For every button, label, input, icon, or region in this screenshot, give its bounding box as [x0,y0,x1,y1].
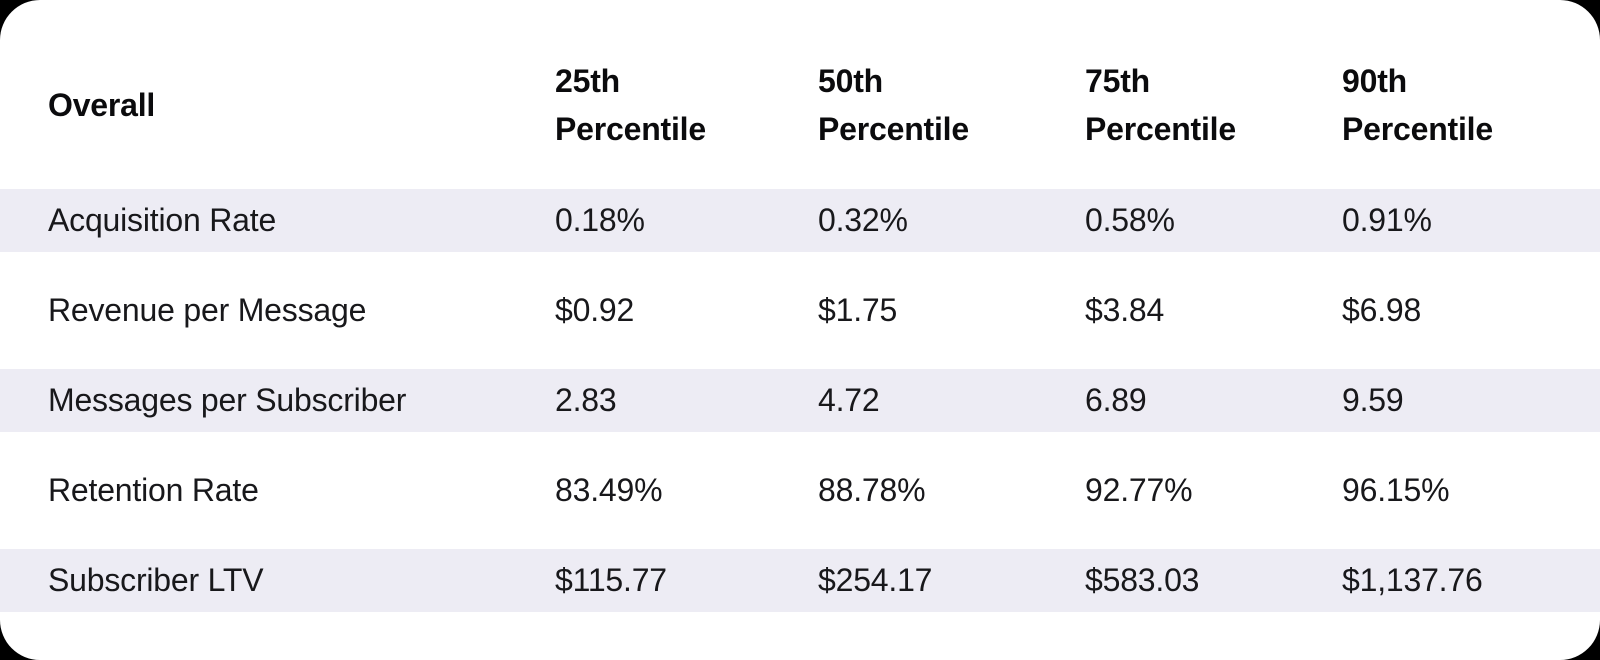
cell-value: 0.18% [555,202,645,238]
cell-value: $3.84 [1085,292,1165,328]
row-label: Messages per Subscriber [48,382,407,418]
column-header-25th-percentile: 25th Percentile [555,62,706,147]
column-header-50th-percentile: 50th Percentile [818,62,969,147]
cell-value: $115.77 [555,562,667,598]
cell-value: 88.78% [818,472,926,508]
cell-value: $583.03 [1085,562,1200,598]
cell-value: $0.92 [555,292,635,328]
cell-value: 0.91% [1342,202,1432,238]
cell-value: 96.15% [1342,472,1450,508]
cell-value: 4.72 [818,382,880,418]
cell-value: 83.49% [555,472,663,508]
table-row: Subscriber LTV $115.77 $254.17 $583.03 $… [0,549,1600,612]
table-row: Revenue per Message $0.92 $1.75 $3.84 $6… [0,279,1600,342]
cell-value: 9.59 [1342,382,1404,418]
column-header-75th-percentile: 75th Percentile [1085,62,1236,147]
column-header-90th-percentile: 90th Percentile [1342,62,1493,147]
table-row: Messages per Subscriber 2.83 4.72 6.89 9… [0,369,1600,432]
cell-value: $254.17 [818,562,933,598]
cell-value: 2.83 [555,382,617,418]
column-header-overall: Overall [48,86,156,123]
row-label: Revenue per Message [48,292,367,328]
cell-value: $6.98 [1342,292,1422,328]
row-label: Acquisition Rate [48,202,277,238]
cell-value: $1.75 [818,292,898,328]
row-label: Subscriber LTV [48,562,264,598]
cell-value: 6.89 [1085,382,1147,418]
table-row: Acquisition Rate 0.18% 0.32% 0.58% 0.91% [0,189,1600,252]
table-header-row: Overall 25th Percentile 50th Percentile … [0,0,1600,189]
cell-value: 0.58% [1085,202,1175,238]
cell-value: $1,137.76 [1342,562,1483,598]
row-label: Retention Rate [48,472,259,508]
cell-value: 0.32% [818,202,908,238]
table-row: Retention Rate 83.49% 88.78% 92.77% 96.1… [0,459,1600,522]
cell-value: 92.77% [1085,472,1193,508]
table-body: Acquisition Rate 0.18% 0.32% 0.58% 0.91%… [0,189,1600,612]
